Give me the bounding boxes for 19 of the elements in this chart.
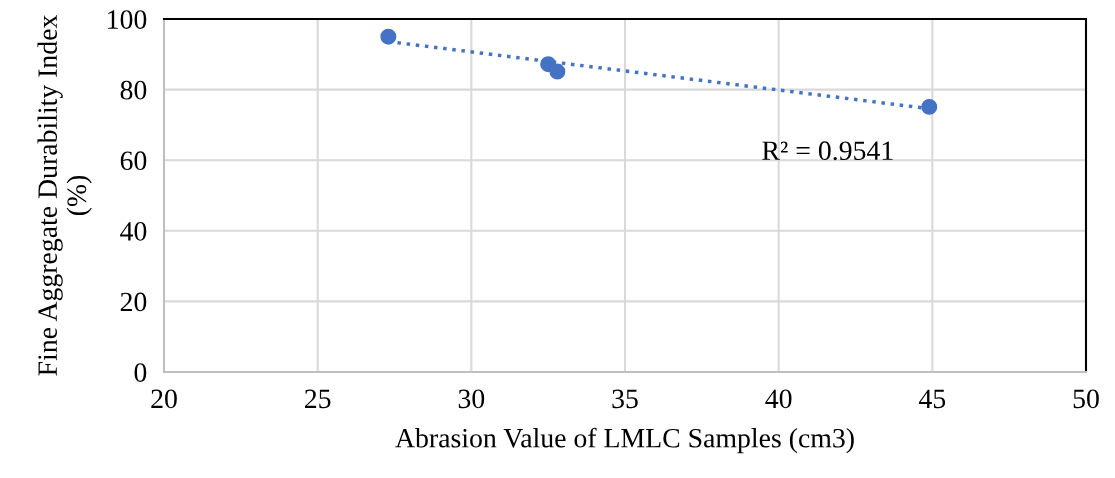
x-tick-label: 30 (458, 389, 485, 409)
x-axis-title: Abrasion Value of LMLC Samples (cm3) (395, 427, 854, 454)
y-tick-label: 80 (120, 80, 147, 100)
x-tick-label: 35 (612, 389, 638, 409)
point (549, 63, 566, 80)
y-tick-label: 100 (108, 10, 147, 29)
y-tick-label: 20 (120, 292, 147, 312)
x-tick-label: 25 (305, 389, 331, 409)
x-tick-label: 40 (765, 389, 792, 409)
y-axis-title: Fine Aggregate Durability Index (%) (37, 14, 92, 376)
x-tick-label: 20 (151, 389, 177, 409)
point (921, 98, 938, 115)
y-tick-label: 40 (120, 221, 147, 241)
x-tick-label: 50 (1073, 389, 1099, 409)
y-tick-label: 0 (134, 363, 147, 382)
point (380, 28, 397, 45)
y-tick-label: 60 (120, 151, 147, 171)
annotation: R² = 0.9541 (762, 141, 893, 161)
x-tick-label: 45 (918, 389, 946, 409)
